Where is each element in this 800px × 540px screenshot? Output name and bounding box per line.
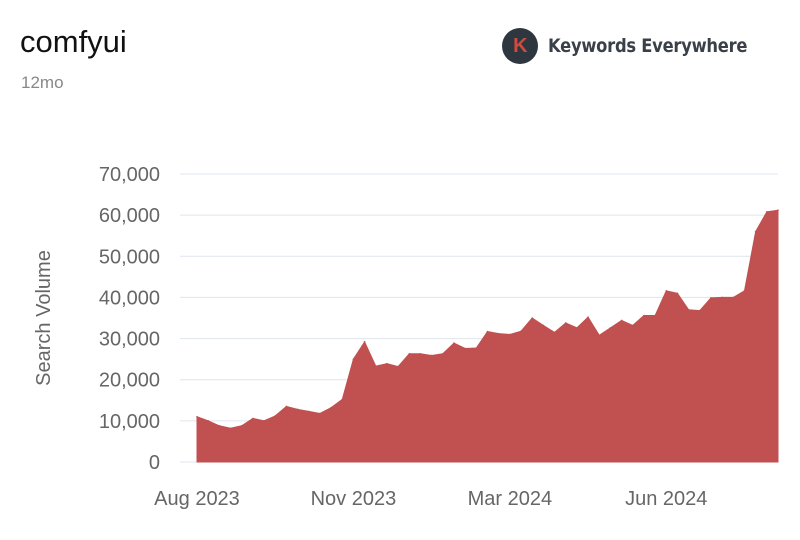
data-point [307,410,310,413]
data-point [564,322,567,324]
data-point [732,296,735,299]
search-volume-area [196,209,779,463]
data-point [296,408,299,411]
data-point [665,290,668,292]
brand-name: Keywords Everywhere [548,35,748,57]
x-tick-label: Nov 2023 [311,488,397,510]
y-tick-label: 50,000 [99,246,160,268]
keyword-title: comfyui [20,24,127,59]
data-point [374,365,377,367]
data-point [341,398,344,401]
data-point [576,327,578,329]
keywords-everywhere-logo-icon: K [502,28,539,64]
data-point [698,309,701,312]
data-point [654,314,656,317]
data-point [442,352,444,355]
y-tick-label: 70,000 [99,164,160,186]
data-point [643,314,645,317]
data-point [620,319,623,322]
data-point [464,347,466,350]
data-point [509,333,511,336]
data-point [196,415,198,418]
data-point [419,352,422,355]
data-area [196,209,779,463]
data-point [710,297,712,299]
data-point [497,332,500,335]
data-point [218,424,221,427]
data-point [386,362,388,365]
x-tick-label: Mar 2024 [468,488,553,510]
time-range-label: 12mo [21,73,64,92]
data-point [520,330,522,332]
y-tick-label: 0 [149,452,160,474]
data-point [363,341,366,343]
data-point [676,292,679,295]
data-point [777,209,779,212]
data-point [397,365,399,368]
y-axis-ticks: 0 10,000 20,000 30,000 40,000 50,000 60,000 70,… [99,164,160,474]
data-point [486,330,489,333]
y-tick-label: 10,000 [99,411,160,433]
data-point [598,334,601,337]
data-point [408,352,411,355]
data-point [430,354,433,357]
data-point [285,405,288,408]
data-point [319,412,321,415]
data-point [531,317,533,319]
data-point [240,424,243,427]
data-point [207,420,209,422]
data-point [743,290,746,292]
x-axis-ticks: Aug 2023 Nov 2023 Mar 2024 Jun 2024 [154,488,707,510]
x-tick-label: Aug 2023 [154,488,240,510]
data-point [229,427,232,430]
data-point [453,342,455,344]
data-point [330,406,332,409]
brand-badge: K Keywords Everywhere [502,28,780,64]
data-point [609,327,612,329]
x-tick-label: Jun 2024 [625,488,707,510]
data-point [553,331,556,334]
y-axis-label: Search Volume [33,250,55,386]
data-point [475,347,478,349]
data-point [263,420,265,422]
data-point [352,358,355,360]
data-point [542,324,545,327]
data-point [721,296,723,299]
data-point [252,417,254,420]
data-point [274,415,277,417]
y-tick-label: 60,000 [99,205,160,227]
data-point [766,211,768,213]
data-point [631,324,634,327]
y-tick-label: 30,000 [99,329,160,351]
data-point [587,316,589,318]
data-point [687,308,690,311]
y-tick-label: 40,000 [99,287,160,309]
y-tick-label: 20,000 [99,370,160,392]
data-point [754,230,757,233]
